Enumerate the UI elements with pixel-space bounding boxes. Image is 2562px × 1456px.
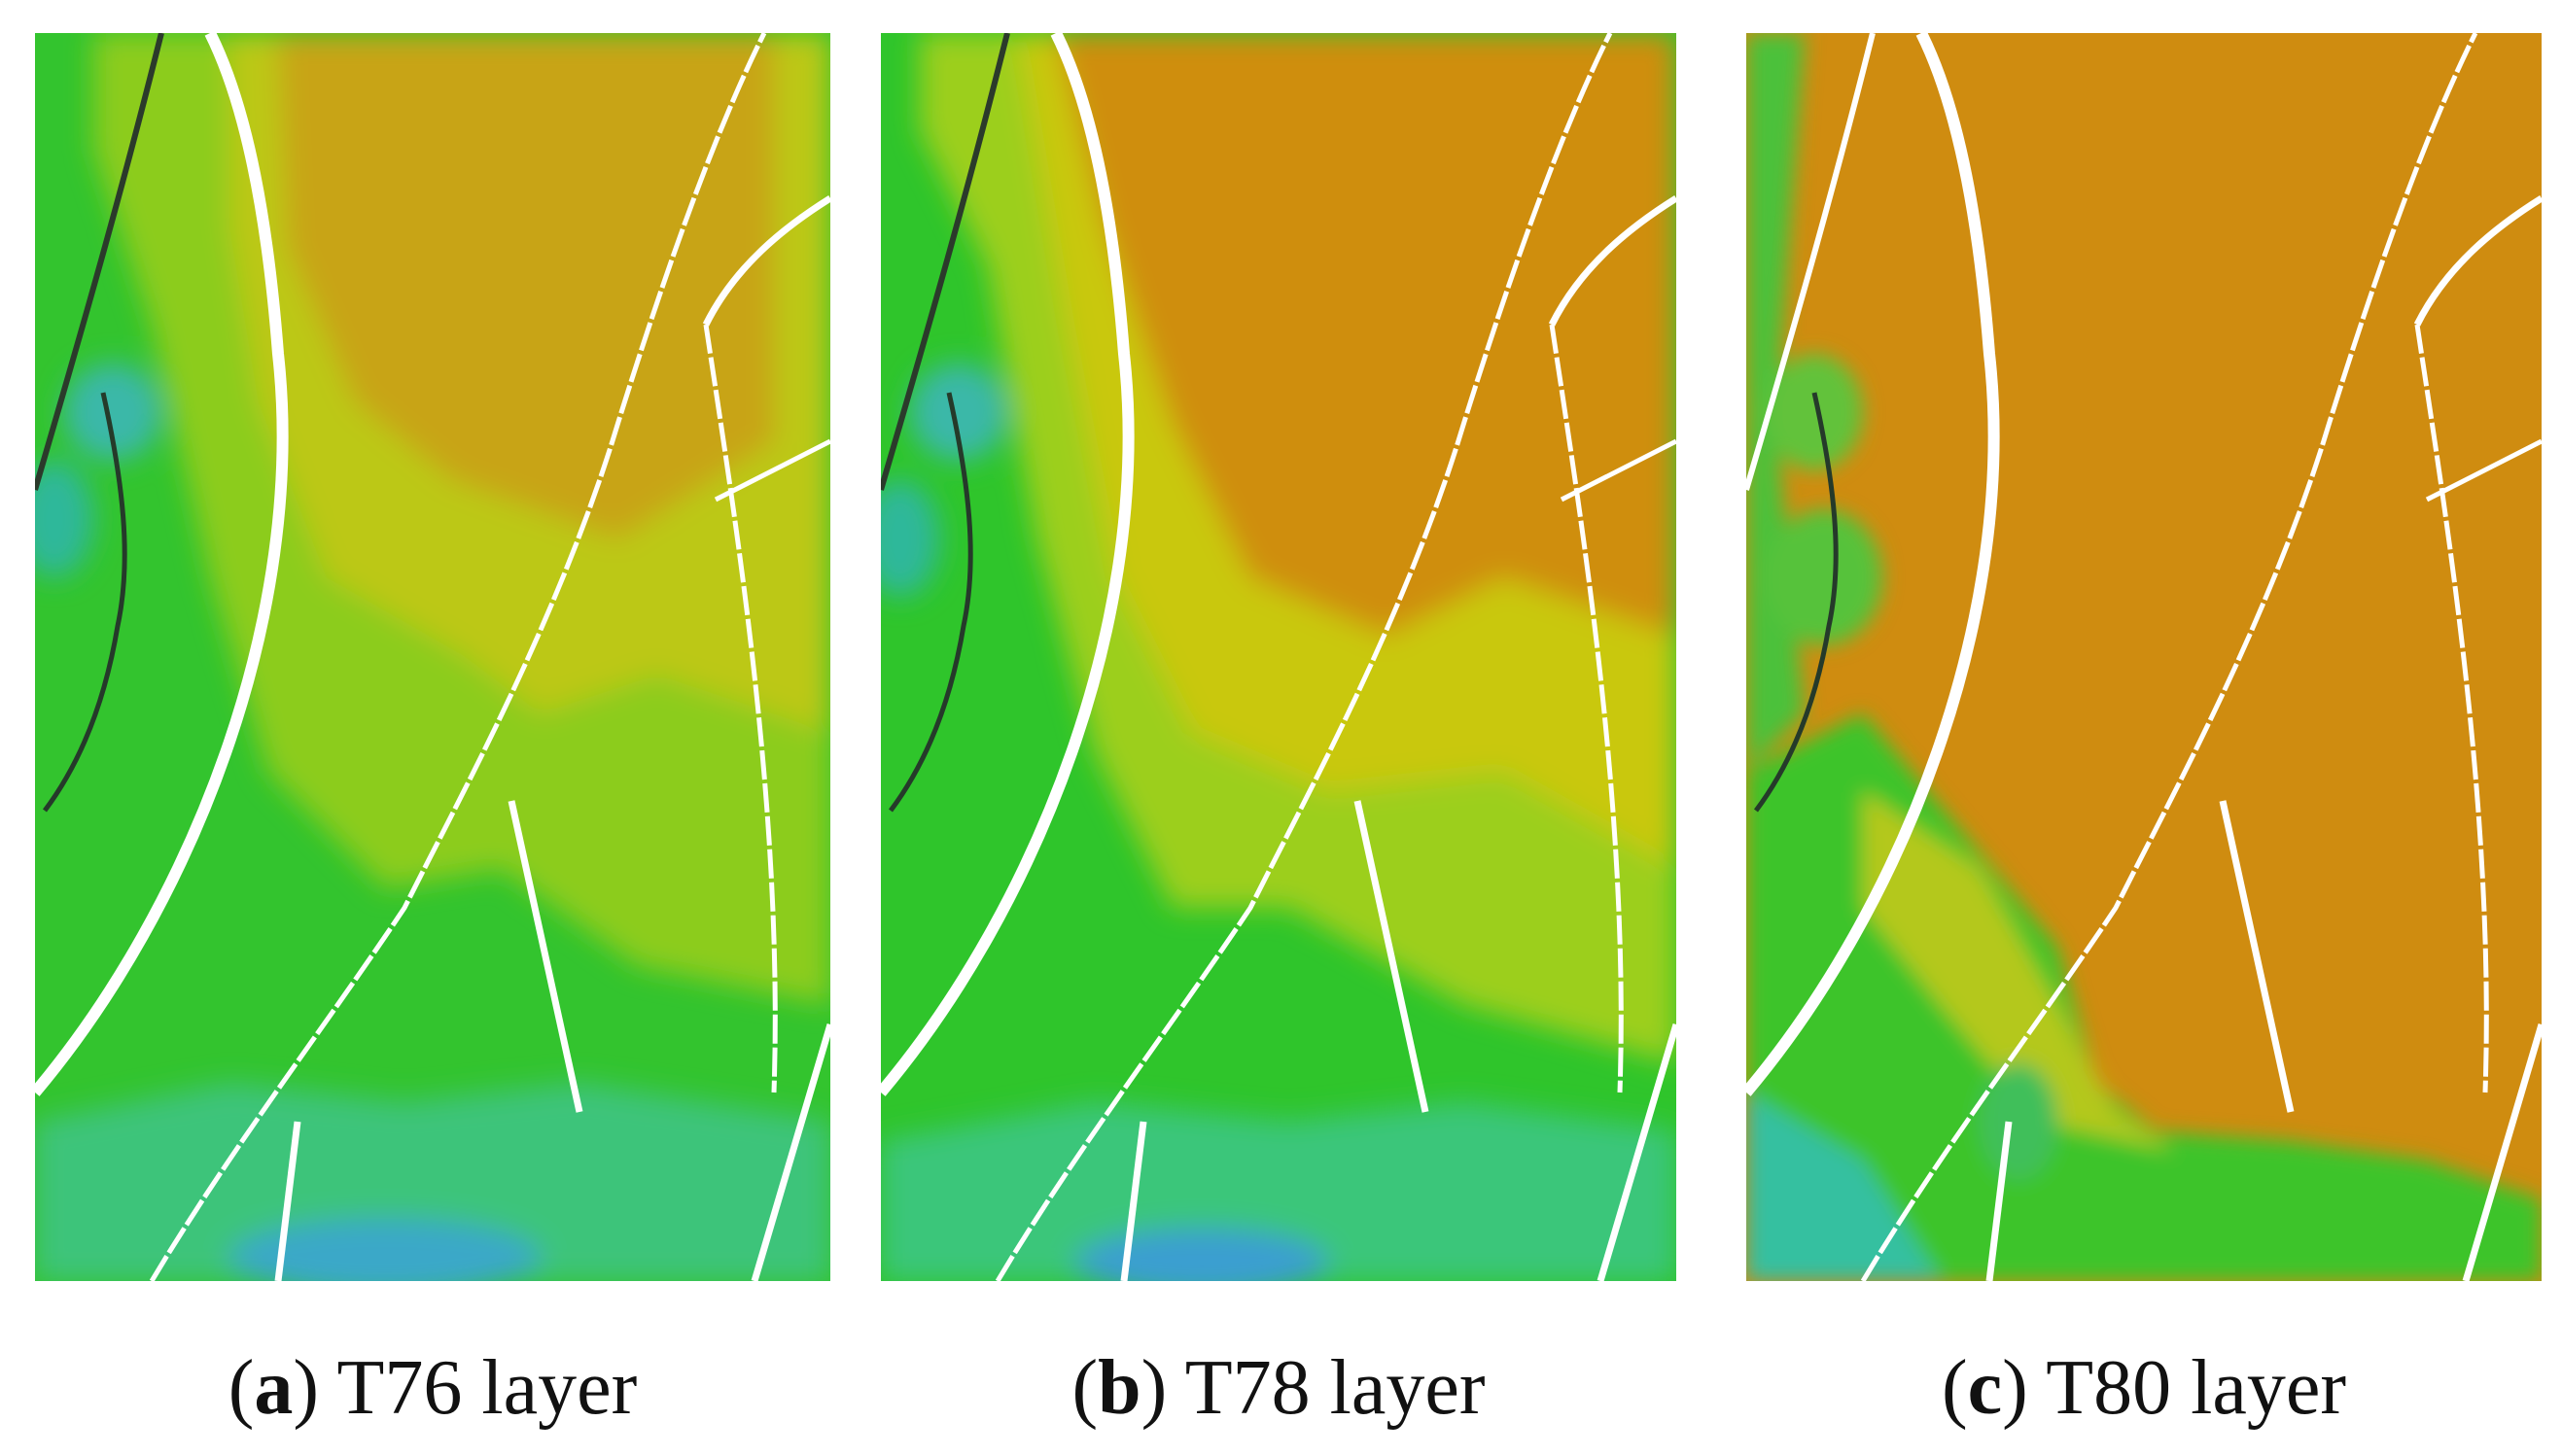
fault-line-3 [1860,33,2478,1281]
fault-line-9 [42,392,127,813]
fault-line-7 [2414,324,2489,1093]
fault-line-2 [35,33,289,1096]
region-cyan-bottom [881,1102,1676,1281]
fault-line-10 [508,800,583,1113]
fault-line-1 [1746,33,1876,491]
panel-c-contour-map [1746,33,2542,1281]
region-orange-tan [278,33,774,538]
fault-line-2 [881,33,1135,1096]
fault-line-6 [714,438,830,503]
region-blue-bottom [229,1219,541,1281]
region-blue-spot-1 [910,364,1007,461]
fault-line-8 [1597,1023,1676,1281]
caption-b-letter: b [1098,1345,1141,1431]
fault-line-8 [2462,1023,2542,1281]
fault-line-7 [1549,324,1624,1093]
region-yellow-band [1863,791,2174,1151]
region-green-spot-3 [1980,1063,2057,1180]
panel-c-svg [1746,33,2542,1281]
caption-a-letter: a [254,1345,294,1431]
fault-line-9 [1753,392,1839,813]
fault-line-4 [2413,195,2542,327]
caption-c-text: ) T80 layer [2002,1345,2347,1431]
fault-line-7 [703,324,778,1093]
caption-b: (b) T78 layer [1071,1345,1486,1431]
panel-a-contour-map [35,33,830,1281]
fault-line-6 [2425,438,2542,503]
fault-line-4 [1548,195,1676,327]
caption-a: (a) T76 layer [228,1345,638,1431]
fault-line-11 [274,1121,301,1281]
caption-c-letter: c [1967,1345,2003,1431]
region-blue-bottom [1075,1229,1328,1281]
fault-line-1 [881,33,1010,491]
panel-b-contour-map [881,33,1676,1281]
caption-c: (c) T80 layer [1941,1345,2347,1431]
panel-b-svg [881,33,1676,1281]
caption-b-text: ) T78 layer [1141,1345,1486,1431]
fault-line-9 [888,392,973,813]
fault-line-10 [2219,800,2295,1113]
panel-a-svg [35,33,830,1281]
region-orange [1056,33,1676,636]
fault-line-8 [751,1023,830,1281]
region-blue-spot-1 [64,364,161,461]
fault-line-11 [1120,1121,1147,1281]
fault-line-11 [1985,1121,2013,1281]
fault-line-10 [1353,800,1429,1113]
fault-line-4 [702,195,830,327]
region-green-spot-2 [1766,509,1882,645]
caption-a-text: ) T76 layer [293,1345,638,1431]
fault-line-3 [995,33,1613,1281]
fault-line-3 [149,33,767,1281]
fault-line-6 [1560,438,1676,503]
region-green-spot-1 [1766,354,1863,470]
region-blue-spot-2 [35,461,93,577]
region-blue-spot-2 [881,480,939,597]
fault-line-2 [1746,33,2000,1096]
region-cyan-bottom [35,1083,830,1281]
fault-line-1 [35,33,164,491]
